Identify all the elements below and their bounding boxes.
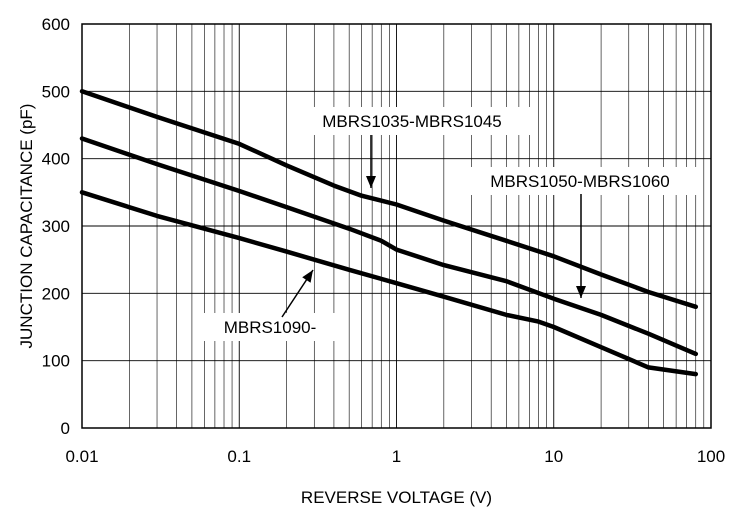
y-axis-label: JUNCTION CAPACITANCE (pF): [17, 104, 36, 349]
annotation-arrowhead: [576, 286, 586, 298]
annotation-label: MBRS1050-MBRS1060: [490, 172, 670, 191]
series-lines: [79, 89, 699, 377]
x-tick-label: 0.1: [227, 447, 251, 466]
series-line-1: [79, 89, 699, 310]
x-tick-label: 1: [392, 447, 401, 466]
x-tick-label: 0.01: [65, 447, 98, 466]
annotation-arrowhead: [302, 270, 313, 283]
x-tick-label: 100: [697, 447, 725, 466]
grid: [82, 24, 711, 428]
y-tick-label: 0: [61, 419, 70, 438]
series-line-3: [79, 190, 699, 377]
annotations: MBRS1035-MBRS1045 MBRS1050-MBRS1060 MBRS10…: [200, 107, 702, 341]
y-tick-label: 300: [42, 217, 70, 236]
x-tick-label: 10: [544, 447, 563, 466]
y-tick-label: 400: [42, 150, 70, 169]
y-tick-label: 100: [42, 352, 70, 371]
y-tick-label: 200: [42, 284, 70, 303]
y-tick-label: 500: [42, 82, 70, 101]
annotation-label: MBRS1035-MBRS1045: [322, 112, 502, 131]
x-axis-label: REVERSE VOLTAGE (V): [301, 488, 492, 507]
annotation-arrowhead: [366, 176, 376, 188]
annotation-box: [292, 107, 532, 135]
annotation-box: [200, 313, 340, 341]
y-tick-label: 600: [42, 15, 70, 34]
axis-ticks: 0.01 0.1 1 10 100 0 100 200 300 400 500 600: [42, 15, 726, 466]
series-line-2: [79, 136, 699, 357]
plot-frame: [81, 23, 712, 429]
annotation-box: [458, 167, 702, 195]
annotation-label: MBRS1090-: [224, 318, 317, 337]
